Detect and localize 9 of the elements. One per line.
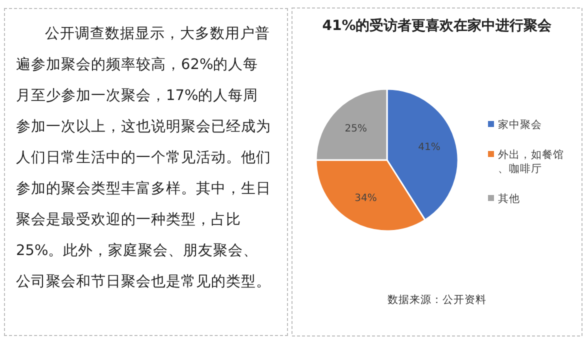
data-label: 34%: [354, 193, 377, 204]
text: 公开调查数据显示，大多数用户普遍参加聚会的频率较高，62%的人每月至少参加一次聚会，17%的人每周参加一次以上，这也说明聚会已经成为人们日常生活中的一个常见活动。他们参加的聚会类型丰富多样。其中，生日聚会是最受欢迎的一种类型，占比 25%。此外，家庭聚会、朋友聚会、公司聚会和节日聚会也是常见的类型。: [16, 26, 271, 290]
legend-label: 其他: [498, 192, 520, 205]
legend-label: 外出，如餐馆、咖啡厅: [498, 148, 564, 175]
data-label: 41%: [418, 142, 440, 154]
legend-label: 家中聚会: [498, 118, 542, 131]
source-note: 数据来源：公开资料: [388, 293, 486, 306]
chart-title: 41%的受访者更喜欢在家中进行聚会: [322, 17, 553, 34]
data-label: 25%: [344, 123, 367, 134]
